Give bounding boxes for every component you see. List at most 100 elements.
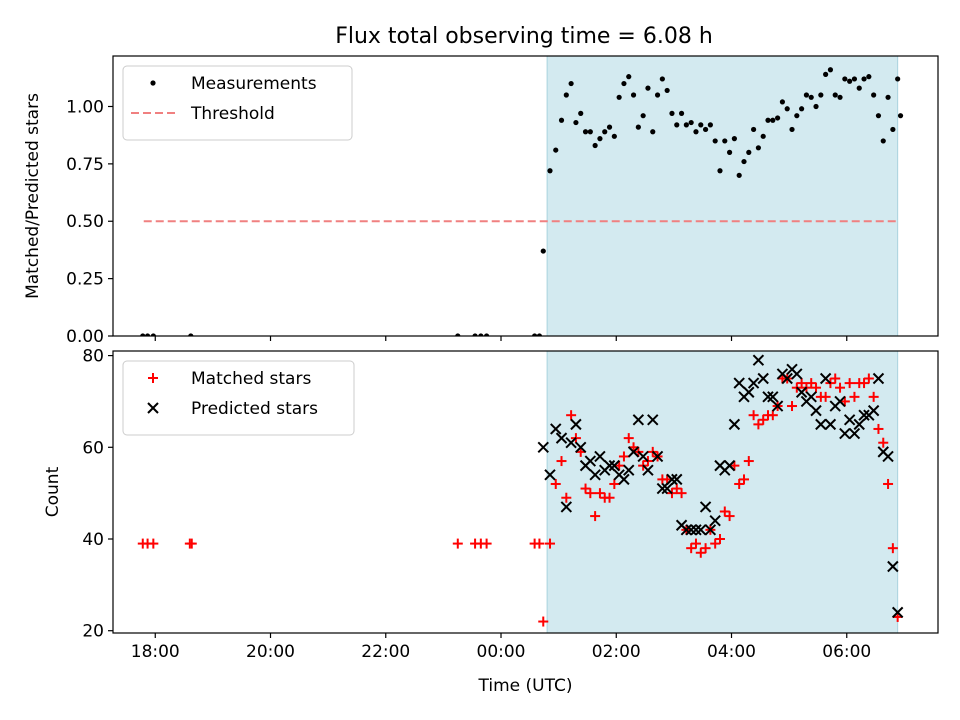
data-point: [897, 113, 904, 119]
data-point: [671, 473, 683, 486]
data-point: [547, 168, 553, 174]
data-point: [882, 450, 894, 463]
data-point-b: [743, 386, 755, 398]
observing-span: [546, 351, 899, 633]
data-point: [570, 418, 582, 431]
data-point: [616, 94, 622, 100]
data-point-b: [704, 524, 717, 536]
data-point-b: [603, 459, 616, 472]
data-point-b: [815, 418, 827, 431]
data-point: [856, 85, 862, 91]
data-point: [618, 451, 629, 462]
data-point: [589, 469, 601, 481]
data-point: [895, 76, 901, 82]
data-point: [853, 418, 865, 431]
axes-frame: [112, 55, 939, 337]
data-point: [767, 410, 778, 421]
data-point-b: [544, 469, 556, 481]
data-point: [481, 538, 492, 549]
data-point: [871, 92, 877, 98]
data-point: [767, 391, 779, 403]
data-point: [832, 92, 838, 98]
data-point: [148, 538, 159, 549]
data-point: [647, 414, 659, 426]
data-point: [640, 113, 646, 119]
axes-frame: [112, 350, 939, 634]
data-point: [556, 456, 567, 467]
y-tick-label: 20: [82, 622, 104, 642]
x-tick-label: 22:00: [361, 642, 410, 662]
data-point: [724, 511, 735, 522]
y-tick-label: 0.75: [66, 155, 104, 175]
data-point-b: [843, 414, 856, 426]
data-point: [868, 391, 879, 402]
data-point-b: [680, 524, 693, 536]
x-tick-label: 00:00: [477, 642, 526, 662]
y-axis-label: Count: [43, 466, 63, 517]
data-point: [736, 172, 742, 178]
data-point-b: [550, 423, 562, 435]
data-point: [671, 483, 682, 494]
legend-marker-b: [147, 402, 159, 414]
data-point: [827, 67, 834, 73]
data-point: [813, 103, 819, 110]
data-point: [849, 391, 860, 402]
data-point: [784, 106, 790, 112]
data-point-b: [867, 404, 880, 417]
data-point: [722, 138, 728, 144]
data-point: [818, 92, 824, 98]
x-tick-label: 20:00: [246, 642, 295, 662]
data-point-b: [839, 427, 851, 440]
data-point: [602, 129, 608, 135]
data-point-b: [762, 391, 774, 403]
data-point: [799, 106, 805, 112]
data-point: [534, 538, 545, 549]
data-point: [752, 354, 765, 366]
y-tick-label: 0.00: [66, 327, 104, 347]
data-point: [555, 432, 568, 444]
data-point: [603, 459, 616, 472]
data-point: [664, 87, 670, 94]
data-point: [746, 149, 752, 155]
data-point: [630, 92, 637, 98]
data-point-b: [887, 560, 899, 573]
legend: Matched stars Predicted stars: [122, 360, 355, 436]
y-tick-label: 1.00: [66, 97, 104, 117]
y-tick-label: 0.50: [66, 212, 104, 232]
data-point: [592, 142, 598, 149]
data-point: [843, 414, 856, 426]
data-point-b: [819, 372, 832, 385]
data-point: [757, 372, 769, 385]
data-point: [678, 110, 685, 116]
data-point: [891, 606, 904, 619]
data-point: [597, 136, 603, 142]
data-point: [690, 524, 702, 536]
data-point-b: [623, 464, 635, 476]
data-point: [819, 372, 832, 385]
data-point-b: [570, 418, 582, 431]
y-tick-label: 60: [82, 438, 104, 458]
data-point: [861, 76, 867, 82]
data-point: [789, 126, 795, 133]
data-point: [565, 437, 577, 449]
data-point-b: [853, 418, 865, 431]
data-point: [635, 124, 641, 130]
data-point-b: [575, 441, 587, 453]
data-point: [140, 333, 146, 336]
data-point-b: [565, 437, 577, 449]
data-point: [824, 418, 837, 431]
data-point: [839, 427, 851, 440]
data-point-b: [858, 409, 870, 421]
data-point: [669, 110, 675, 116]
data-point: [455, 333, 461, 336]
data-point: [811, 382, 822, 393]
data-point: [712, 138, 718, 144]
data-point: [563, 92, 569, 98]
data-point: [685, 524, 697, 536]
data-point: [553, 147, 559, 153]
data-point: [144, 333, 151, 336]
data-point-b: [642, 464, 654, 476]
data-point: [686, 543, 697, 554]
data-point: [738, 474, 749, 485]
